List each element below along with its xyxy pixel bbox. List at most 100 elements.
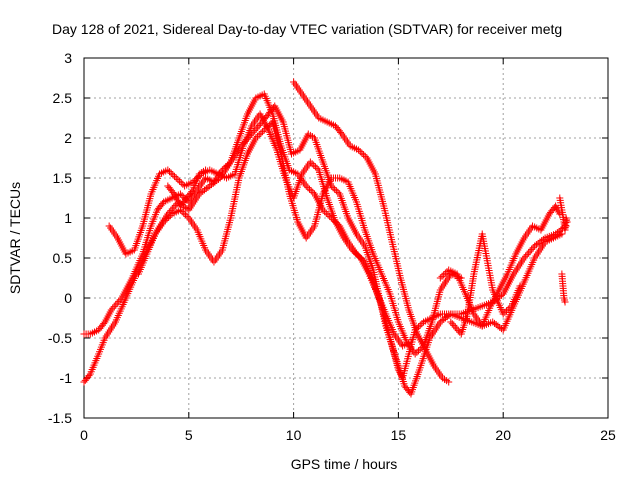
data-point: [176, 177, 184, 185]
y-tick-label: 2.5: [53, 90, 73, 106]
data-point: [165, 213, 173, 221]
x-axis-title: GPS time / hours: [291, 456, 398, 472]
data-point: [257, 129, 265, 137]
data-point: [176, 190, 184, 198]
data-point: [332, 187, 340, 195]
series-track-h: [556, 194, 571, 234]
y-tick-label: 1.5: [53, 170, 73, 186]
data-point: [443, 268, 451, 276]
data-point: [164, 166, 172, 174]
data-point: [169, 188, 177, 196]
data-point: [321, 208, 329, 216]
data-point: [503, 307, 511, 315]
x-tick-label: 0: [80, 427, 88, 443]
series-track-g: [447, 230, 524, 338]
x-tick-label: 10: [286, 427, 302, 443]
y-tick-labels: -1.5 -1 -0.5 0 0.5 1 1.5 2 2.5 3: [48, 50, 72, 426]
data-point: [161, 216, 169, 224]
data-point: [413, 348, 421, 356]
data-point: [110, 303, 118, 311]
y-axis-title: SDTVAR / TECUs: [7, 182, 23, 294]
data-point: [563, 218, 571, 226]
data-point: [561, 298, 569, 306]
data-point: [188, 188, 196, 196]
data-point: [506, 304, 514, 312]
x-tick-label: 25: [600, 427, 616, 443]
data-point: [523, 251, 531, 259]
data-point: [516, 282, 524, 290]
data-point: [322, 209, 330, 217]
data-points: [80, 78, 571, 398]
data-point: [329, 184, 337, 192]
data-point: [302, 182, 310, 190]
data-point: [166, 212, 174, 220]
data-point: [356, 148, 364, 156]
data-point: [109, 304, 117, 312]
data-point: [252, 125, 260, 133]
data-point: [178, 208, 186, 216]
data-point: [313, 164, 321, 172]
data-point: [264, 123, 272, 131]
data-point: [254, 132, 262, 140]
data-point: [307, 187, 315, 195]
data-point: [447, 318, 455, 326]
data-point: [252, 134, 260, 142]
data-point: [416, 321, 424, 329]
y-tick-label: 0: [64, 290, 72, 306]
data-point: [171, 172, 179, 180]
data-point: [260, 126, 268, 134]
y-tick-label: -1.5: [48, 410, 72, 426]
y-tick-label: 2: [64, 130, 72, 146]
data-point: [311, 163, 319, 171]
data-point: [334, 188, 342, 196]
data-point: [348, 246, 356, 254]
data-point: [450, 321, 458, 329]
data-point: [171, 201, 179, 209]
data-point: [499, 310, 507, 318]
data-point: [501, 308, 509, 316]
data-point: [504, 305, 512, 313]
data-point: [353, 251, 361, 259]
data-point: [453, 325, 461, 333]
data-point: [115, 297, 123, 305]
data-point: [529, 244, 537, 252]
data-point: [265, 121, 273, 129]
data-point: [177, 179, 185, 187]
data-point: [440, 271, 448, 279]
data-point: [454, 327, 462, 335]
data-point: [167, 169, 175, 177]
plot-frame: [83, 57, 609, 419]
data-point: [262, 124, 270, 132]
data-point: [100, 320, 108, 328]
series-track-b: [80, 102, 570, 398]
data-point: [352, 249, 360, 257]
data-point: [355, 252, 363, 260]
data-point: [355, 146, 363, 154]
data-point: [445, 378, 453, 386]
data-point: [169, 171, 177, 179]
data-point: [360, 151, 368, 159]
data-point: [525, 249, 533, 257]
data-point: [255, 121, 263, 129]
x-tick-label: 20: [495, 427, 511, 443]
data-point: [358, 149, 366, 157]
data-point: [418, 320, 426, 328]
data-point: [416, 345, 424, 353]
data-point: [304, 184, 312, 192]
data-point: [179, 180, 187, 188]
data-point: [441, 269, 449, 277]
data-point: [166, 168, 174, 176]
data-point: [181, 211, 189, 219]
data-point: [255, 131, 263, 139]
data-point: [170, 203, 178, 211]
data-point: [160, 218, 168, 226]
data-point: [183, 205, 191, 213]
data-point: [107, 306, 115, 314]
axis-ticks: [83, 57, 609, 419]
data-point: [85, 372, 93, 380]
y-tick-label: -1: [60, 370, 73, 386]
data-point: [411, 350, 419, 358]
data-point: [528, 245, 536, 253]
y-tick-label: 0.5: [53, 250, 73, 266]
